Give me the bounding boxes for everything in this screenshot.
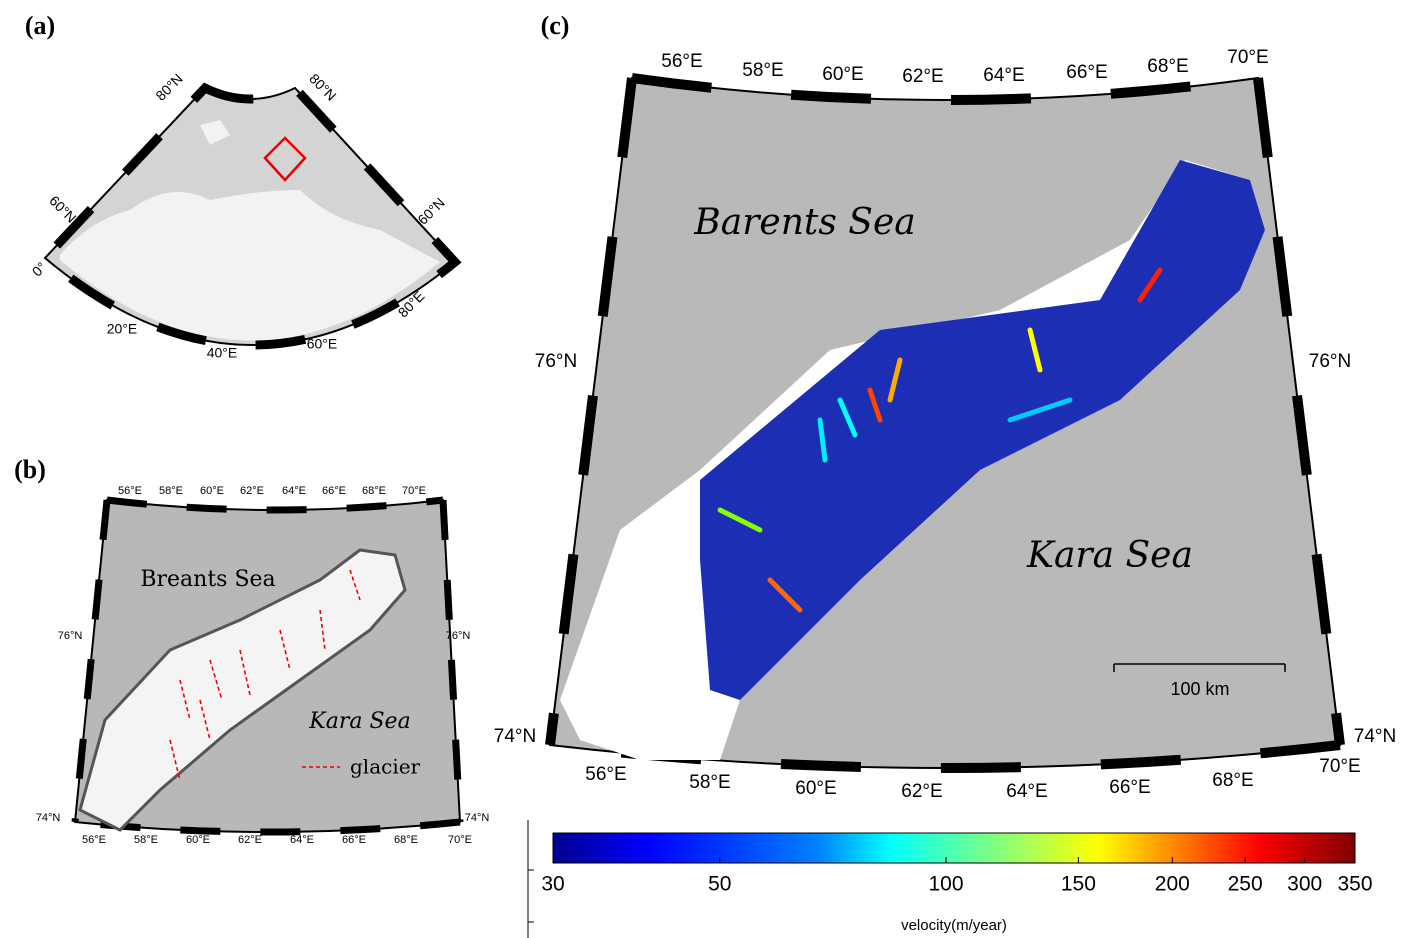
lon-label: 66°E <box>322 485 346 497</box>
lat-label: 74°N <box>36 812 61 824</box>
lon-label: 58°E <box>742 60 783 81</box>
lon-label: 66°E <box>1109 777 1150 798</box>
lon-label: 64°E <box>290 834 314 846</box>
lat-label: 76°N <box>446 630 471 642</box>
figure: (a)(b)(c)80°N80°N60°N60°N0°20°E40°E60°E8… <box>0 0 1417 938</box>
lon-label: 66°E <box>1066 62 1107 83</box>
lon-label: 64°E <box>282 485 306 497</box>
lon-label: 62°E <box>902 66 943 87</box>
grid-label: 80°N <box>152 70 185 103</box>
lat-label: 76°N <box>58 630 83 642</box>
sea-label: Breants Sea <box>140 567 275 592</box>
lon-label: 60°E <box>795 778 836 799</box>
panel-label: (a) <box>25 11 55 40</box>
lon-label: 56°E <box>661 51 702 72</box>
grid-label: 80°N <box>306 70 339 103</box>
lon-label: 68°E <box>394 834 418 846</box>
colorbar-tick-label: 50 <box>708 873 731 896</box>
lat-label: 74°N <box>465 812 490 824</box>
lon-label: 70°E <box>448 834 472 846</box>
lon-label: 64°E <box>983 65 1024 86</box>
lat-label: 74°N <box>494 726 536 747</box>
sea-label: Kara Sea <box>1026 535 1193 576</box>
lon-label: 68°E <box>362 485 386 497</box>
lon-label: 60°E <box>200 485 224 497</box>
grid-label: 20°E <box>107 321 138 337</box>
colorbar-tick-label: 30 <box>541 873 564 896</box>
panel-label: (b) <box>14 455 46 484</box>
legend-label: glacier <box>350 755 421 779</box>
colorbar-tick-label: 200 <box>1155 873 1190 896</box>
lat-label: 76°N <box>535 351 577 372</box>
lon-label: 68°E <box>1147 56 1188 77</box>
colorbar-tick-label: 300 <box>1287 873 1322 896</box>
lon-label: 56°E <box>118 485 142 497</box>
lon-label: 64°E <box>1006 781 1047 802</box>
lon-label: 62°E <box>238 834 262 846</box>
colorbar-tick-label: 250 <box>1228 873 1263 896</box>
lon-label: 58°E <box>134 834 158 846</box>
lon-label: 58°E <box>689 772 730 793</box>
sea-label: Kara Sea <box>308 709 410 734</box>
lon-label: 60°E <box>822 64 863 85</box>
scale-bar-label: 100 km <box>1170 679 1229 699</box>
lon-label: 62°E <box>901 781 942 802</box>
lon-label: 56°E <box>585 764 626 785</box>
lat-label: 74°N <box>1354 726 1396 747</box>
grid-label: 60°N <box>414 194 447 227</box>
grid-label: 40°E <box>207 345 238 361</box>
lon-label: 70°E <box>402 485 426 497</box>
panel-label: (c) <box>541 11 570 40</box>
lon-label: 68°E <box>1212 770 1253 791</box>
lon-label: 66°E <box>342 834 366 846</box>
grid-label: 0° <box>29 259 50 280</box>
lon-label: 62°E <box>240 485 264 497</box>
lon-label: 56°E <box>82 834 106 846</box>
grid-label: 60°E <box>307 336 338 352</box>
lon-label: 60°E <box>186 834 210 846</box>
colorbar-tick-label: 100 <box>929 873 964 896</box>
lon-label: 70°E <box>1227 47 1268 68</box>
colorbar-tick-label: 150 <box>1061 873 1096 896</box>
colorbar-tick-label: 350 <box>1337 873 1372 896</box>
lon-label: 58°E <box>159 485 183 497</box>
lat-label: 76°N <box>1309 351 1351 372</box>
colorbar <box>553 833 1355 863</box>
lon-label: 70°E <box>1319 756 1360 777</box>
sea-label: Barents Sea <box>693 202 915 243</box>
colorbar-label: velocity(m/year) <box>901 917 1007 934</box>
